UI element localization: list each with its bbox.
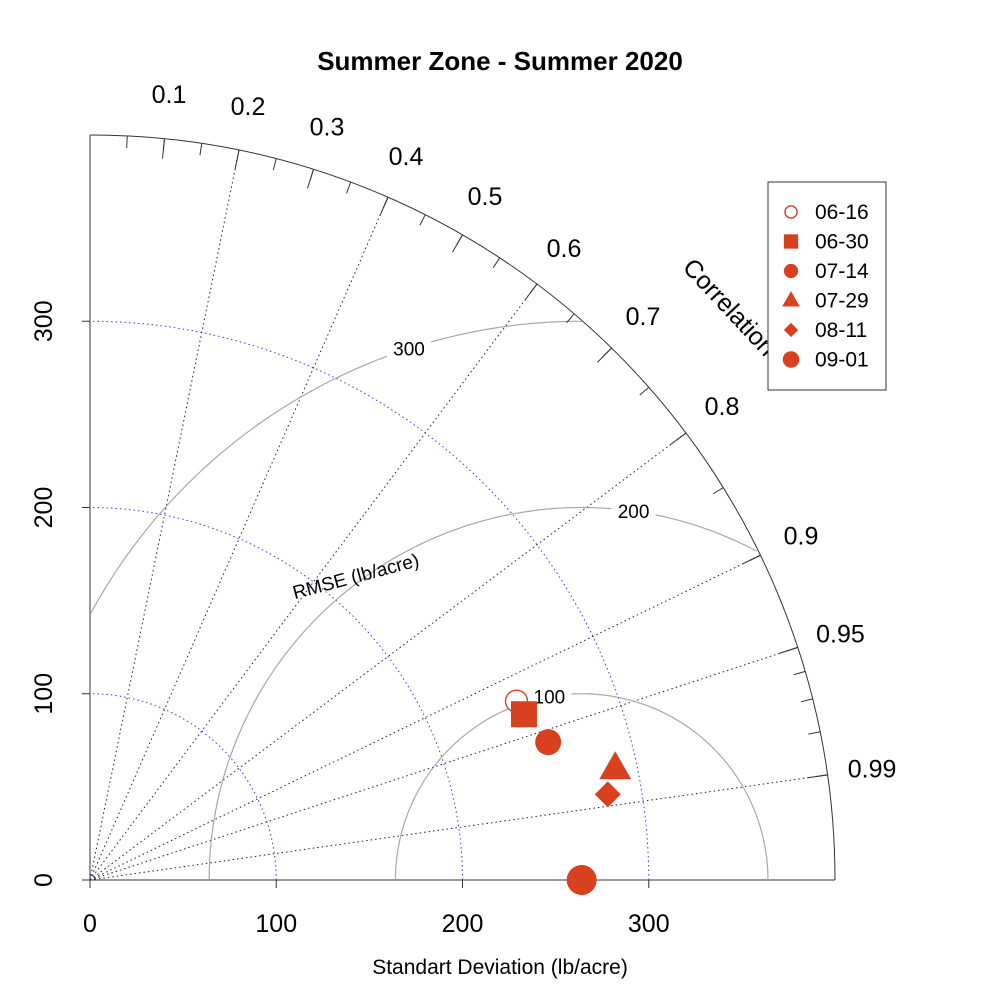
correlation-line bbox=[89, 554, 761, 881]
correlation-minor-tick bbox=[793, 670, 806, 676]
rmse-axis-label: RMSE (lb/acre) bbox=[291, 550, 422, 604]
data-point-06-30 bbox=[510, 701, 537, 728]
legend-marker-08-11 bbox=[783, 322, 799, 338]
rmse-arc bbox=[90, 320, 582, 614]
correlation-line bbox=[89, 196, 389, 881]
legend-label: 06-30 bbox=[815, 231, 869, 254]
correlation-tick-label: 0.5 bbox=[468, 183, 503, 211]
sd-arc bbox=[89, 320, 650, 881]
data-point-07-29 bbox=[599, 751, 632, 780]
x-axis-label: Standart Deviation (lb/acre) bbox=[372, 956, 628, 979]
correlation-minor-tick bbox=[808, 731, 821, 735]
correlation-minor-tick bbox=[126, 135, 128, 148]
x-tick-label: 300 bbox=[628, 910, 670, 938]
correlation-minor-tick bbox=[492, 257, 501, 269]
correlation-minor-tick bbox=[346, 181, 352, 194]
correlation-tick-label: 0.9 bbox=[784, 523, 819, 551]
x-tick-label: 200 bbox=[442, 910, 484, 938]
correlation-tick-label: 0.7 bbox=[626, 303, 661, 331]
legend-marker-09-01 bbox=[782, 351, 800, 368]
legend-marker-06-30 bbox=[783, 234, 799, 249]
correlation-line bbox=[89, 774, 828, 881]
correlation-tick bbox=[778, 646, 798, 655]
data-point-08-11 bbox=[594, 781, 621, 808]
legend-marker-06-16 bbox=[784, 205, 798, 219]
y-tick-label: 100 bbox=[30, 673, 58, 715]
correlation-tick-label: 0.6 bbox=[547, 235, 582, 263]
data-point-07-14 bbox=[535, 729, 562, 756]
legend-label: 08-11 bbox=[815, 319, 867, 342]
rmse-label-bg bbox=[611, 499, 656, 524]
legend-label: 07-14 bbox=[815, 260, 869, 283]
correlation-minor-tick bbox=[419, 214, 426, 226]
correlation-tick bbox=[524, 283, 538, 301]
correlation-minor-tick bbox=[800, 698, 813, 703]
correlation-tick bbox=[162, 138, 165, 159]
legend-label: 07-29 bbox=[815, 290, 869, 313]
sd-arc bbox=[89, 693, 277, 881]
correlation-tick-label: 0.8 bbox=[705, 393, 740, 421]
correlation-tick bbox=[379, 196, 389, 216]
legend-label: 06-16 bbox=[815, 201, 869, 224]
correlation-minor-tick bbox=[199, 143, 203, 156]
correlation-minor-tick bbox=[639, 386, 650, 396]
correlation-tick bbox=[742, 554, 761, 565]
rmse-arc-label: 200 bbox=[618, 502, 650, 523]
y-tick-label: 200 bbox=[30, 487, 58, 529]
legend-label: 09-01 bbox=[815, 349, 869, 372]
correlation-tick bbox=[452, 234, 463, 253]
correlation-tick bbox=[234, 149, 240, 170]
rmse-arc-label: 300 bbox=[393, 340, 425, 361]
correlation-tick bbox=[307, 169, 314, 189]
legend: 06-16 06-30 07-14 07-29 08-11 09-01 bbox=[767, 181, 887, 391]
data-point-09-01 bbox=[566, 865, 597, 895]
correlation-tick bbox=[669, 432, 687, 446]
correlation-tick-label: 0.95 bbox=[816, 620, 865, 648]
y-tick-label: 0 bbox=[30, 873, 58, 887]
correlation-minor-tick bbox=[272, 158, 277, 171]
legend-marker-07-14 bbox=[783, 263, 799, 279]
rmse-label-bg bbox=[387, 336, 432, 361]
rmse-arc bbox=[394, 693, 769, 881]
correlation-tick-label: 0.99 bbox=[848, 756, 897, 784]
correlation-minor-tick bbox=[566, 313, 575, 324]
correlation-minor-tick bbox=[712, 487, 724, 495]
legend-marker-07-29 bbox=[782, 291, 800, 307]
x-tick-label: 0 bbox=[83, 910, 97, 938]
plot-area: 100 200 300 RMSE (lb/acre) 0 0 100 100 200 200 300… bbox=[30, 81, 896, 938]
correlation-tick bbox=[807, 774, 828, 779]
correlation-tick-label: 0.3 bbox=[310, 113, 345, 141]
correlation-axis-label: Correlation bbox=[677, 253, 781, 362]
correlation-tick-label: 0.1 bbox=[152, 81, 187, 109]
chart-title: Summer Zone - Summer 2020 bbox=[317, 46, 683, 76]
y-tick-label: 300 bbox=[30, 300, 58, 342]
correlation-tick bbox=[597, 347, 612, 363]
correlation-tick-label: 0.4 bbox=[389, 143, 424, 171]
x-tick-label: 100 bbox=[255, 910, 297, 938]
correlation-tick-label: 0.2 bbox=[231, 93, 266, 121]
correlation-arc bbox=[89, 134, 836, 881]
rmse-arc-label: 100 bbox=[534, 688, 566, 709]
